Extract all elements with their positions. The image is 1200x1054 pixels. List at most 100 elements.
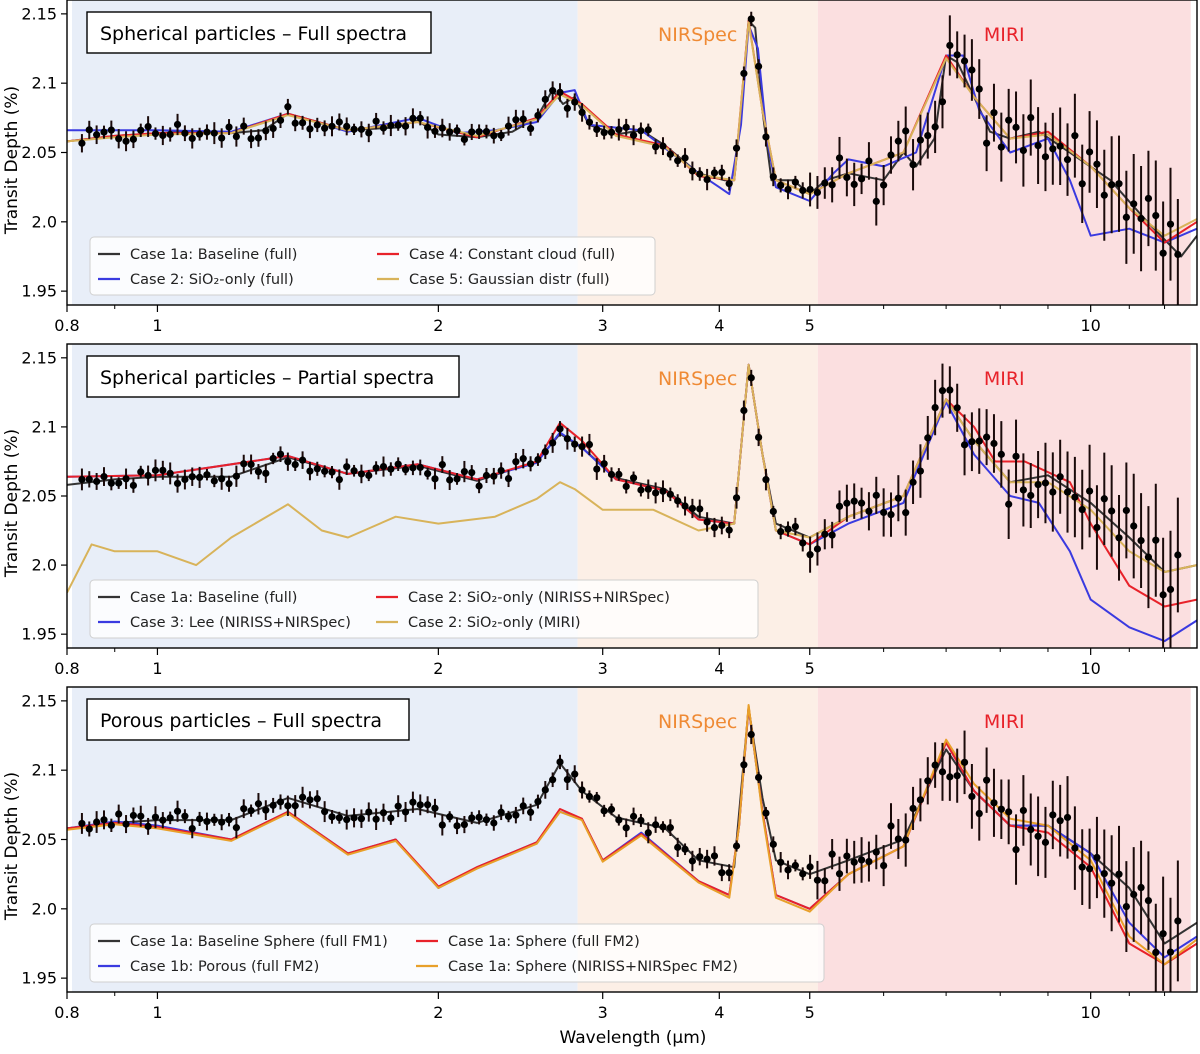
data-point [563, 435, 571, 443]
data-point [262, 469, 270, 477]
data-point [100, 128, 108, 136]
data-point [232, 132, 240, 141]
data-point [424, 801, 432, 809]
data-point [872, 197, 880, 205]
legend-entry: Case 1a: Baseline (full) [130, 590, 297, 606]
data-point [909, 804, 917, 813]
x-tick-label: 1 [152, 659, 162, 678]
legend-entry: Case 1a: Baseline Sphere (full FM1) [130, 934, 388, 950]
data-point [549, 87, 557, 95]
data-point [666, 490, 674, 498]
data-point [1071, 493, 1079, 501]
data-point [843, 852, 851, 860]
data-point [622, 123, 630, 131]
data-point [526, 124, 535, 133]
data-point [482, 127, 491, 136]
data-point [924, 777, 932, 785]
data-point [438, 821, 446, 829]
data-point [571, 770, 579, 778]
data-point [232, 472, 240, 480]
data-point [512, 116, 520, 124]
data-point [990, 109, 998, 117]
data-point [931, 123, 939, 131]
data-point [254, 800, 263, 808]
x-tick-label: 0.8 [54, 659, 79, 678]
data-point [894, 835, 902, 843]
data-point [519, 455, 527, 463]
data-point [453, 822, 461, 830]
data-point [129, 135, 138, 143]
data-point [321, 808, 329, 816]
data-point [850, 858, 858, 866]
data-point [166, 130, 174, 139]
data-point [674, 843, 682, 851]
data-point [578, 786, 586, 794]
data-point [865, 507, 873, 515]
x-tick-label: 3 [598, 316, 608, 335]
data-point [865, 157, 873, 165]
data-point [144, 122, 152, 131]
data-point [740, 406, 748, 415]
panel-title: Porous particles – Full spectra [100, 710, 382, 732]
data-point [755, 62, 763, 70]
data-point [688, 504, 697, 513]
data-point [762, 133, 770, 141]
x-axis-title: Wavelength (μm) [560, 1028, 707, 1048]
data-point [916, 467, 925, 475]
data-point [872, 848, 880, 856]
data-point [674, 157, 682, 165]
y-tick-label: 2.0 [32, 899, 57, 918]
data-point [762, 809, 770, 817]
data-point [1100, 869, 1108, 878]
panel-title: Spherical particles – Partial spectra [100, 367, 434, 389]
data-point [1159, 930, 1167, 938]
data-point [159, 131, 167, 140]
data-point [799, 870, 807, 878]
data-point [1108, 181, 1116, 189]
data-point [622, 824, 630, 832]
data-point [755, 773, 763, 782]
x-tick-label: 4 [714, 659, 724, 678]
data-point [652, 143, 660, 151]
data-point [1056, 473, 1064, 481]
data-point [512, 458, 520, 466]
data-point [696, 853, 704, 861]
data-point [115, 135, 123, 143]
data-point [1115, 180, 1123, 188]
data-point [585, 118, 594, 126]
data-point [843, 173, 851, 182]
data-point [159, 466, 167, 474]
data-point [313, 795, 321, 803]
data-point [960, 758, 969, 766]
data-point [1019, 486, 1027, 494]
data-point [857, 856, 866, 864]
data-point [1056, 142, 1064, 150]
y-tick-label: 1.95 [21, 625, 57, 644]
data-point [446, 476, 454, 484]
y-tick-label: 2.05 [21, 143, 57, 162]
data-point [328, 468, 336, 476]
data-point [1085, 487, 1094, 495]
data-point [122, 475, 130, 483]
data-point [534, 455, 542, 464]
data-point [188, 824, 196, 833]
data-point [137, 126, 145, 134]
data-point [791, 178, 799, 186]
data-point [997, 143, 1005, 151]
data-point [725, 180, 733, 188]
data-point [629, 474, 638, 482]
data-point [857, 175, 866, 183]
data-point [416, 463, 424, 472]
data-point [607, 128, 616, 136]
data-point [1174, 551, 1182, 559]
data-point [1159, 249, 1167, 257]
data-point [960, 441, 969, 449]
data-point [821, 877, 829, 885]
y-axis-title-3: Transit Depth (%) [2, 772, 22, 921]
data-point [335, 814, 343, 822]
data-point [674, 497, 682, 505]
x-tick-label: 2 [433, 316, 443, 335]
data-point [799, 186, 807, 195]
data-point [401, 122, 410, 130]
